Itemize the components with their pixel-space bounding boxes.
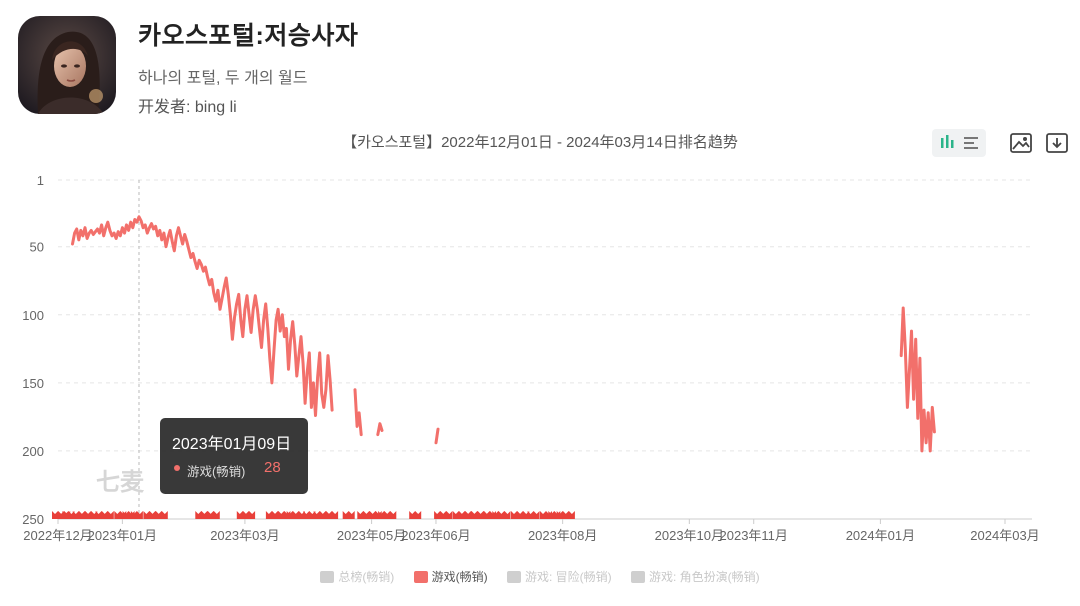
series-line-segment: [71, 215, 334, 417]
y-tick-label: 250: [22, 512, 44, 527]
floor-marker-layer: [52, 511, 575, 519]
floor-marker: [527, 511, 540, 519]
image-icon[interactable]: [1008, 130, 1034, 156]
x-tick-label: 2023年03月: [210, 528, 279, 543]
list-icon[interactable]: [959, 130, 985, 156]
floor-marker: [517, 511, 530, 519]
tooltip-series-name: 游戏(畅销): [187, 465, 246, 479]
legend-item-overall[interactable]: 总榜(畅销): [320, 568, 394, 585]
x-tick-label: 2023年01月: [88, 528, 157, 543]
legend-item-games[interactable]: 游戏(畅销): [413, 568, 488, 585]
legend-label: 游戏: 角色扮演(畅销): [649, 570, 760, 584]
watermark: 七麦: [96, 469, 144, 496]
x-tick-label: 2023年11月: [720, 528, 788, 543]
floor-marker: [440, 511, 453, 519]
floor-marker: [384, 511, 397, 519]
legend-swatch: [413, 571, 428, 583]
floor-marker: [85, 511, 98, 519]
floor-marker: [303, 511, 316, 519]
x-tick-label: 2023年08月: [528, 528, 597, 543]
legend-label: 游戏(畅销): [431, 570, 488, 584]
series-line-segment: [353, 388, 363, 437]
series-line-segment: [899, 306, 936, 453]
legend-swatch: [507, 571, 521, 583]
bar-chart-icon[interactable]: [935, 130, 961, 156]
legend-swatch: [631, 571, 646, 583]
floor-marker: [130, 511, 143, 519]
floor-marker: [101, 511, 114, 519]
floor-marker: [326, 511, 339, 519]
y-tick-label: 100: [22, 308, 44, 323]
app-icon: [18, 16, 116, 114]
tooltip-series-dot: [174, 465, 180, 471]
download-icon[interactable]: [1044, 130, 1070, 156]
y-tick-label: 150: [22, 376, 44, 391]
view-toggle[interactable]: [932, 129, 986, 157]
tooltip-value: 28: [264, 459, 281, 476]
legend-item-adventure[interactable]: 游戏: 冒险(畅销): [507, 568, 612, 585]
x-tick-label: 2023年06月: [401, 528, 470, 543]
series-line-segment: [376, 422, 384, 437]
floor-marker: [62, 511, 75, 519]
floor-marker: [562, 511, 575, 519]
legend-label: 游戏: 冒险(畅销): [525, 570, 612, 584]
chart-area[interactable]: 1 50 100 150 200 250 2022年12月 2023年01月 2023年03月 2…: [0, 160, 1080, 560]
legend: 总榜(畅销) 游戏(畅销) 游戏: 冒险(畅销) 游戏: 角色扮演(畅销): [0, 568, 1080, 585]
legend-label: 总榜(畅销): [338, 570, 395, 584]
floor-marker: [155, 511, 168, 519]
app-title: 카오스포털:저승사자: [138, 22, 359, 50]
app-subtitle: 하나의 포털, 두 개의 월드: [138, 70, 308, 87]
tooltip-date: 2023年01月09日: [172, 436, 292, 453]
x-tick-label: 2022年12月: [23, 528, 92, 543]
chart-title: 【카오스포털】2022年12月01日 - 2024年03月14日排名趋势: [342, 134, 738, 151]
x-tick-label: 2024年03月: [970, 528, 1039, 543]
y-tick-label: 50: [30, 240, 44, 255]
developer-label: 开发者: bing li: [138, 99, 237, 116]
series-layer: [71, 215, 936, 453]
x-tick-label: 2023年10月: [655, 528, 724, 543]
floor-marker: [243, 511, 256, 519]
floor-marker: [498, 511, 511, 519]
y-tick-label: 200: [22, 444, 44, 459]
y-tick-label: 1: [37, 173, 44, 188]
floor-marker: [342, 511, 355, 519]
floor-marker: [409, 511, 422, 519]
x-tick-label: 2023年05月: [337, 528, 406, 543]
floor-marker: [207, 511, 220, 519]
legend-swatch: [320, 571, 335, 583]
series-line-segment: [434, 427, 440, 445]
tooltip: 2023年01月09日 游戏(畅销) 28: [160, 418, 308, 494]
x-tick-label: 2024年01月: [846, 528, 915, 543]
floor-marker: [292, 511, 305, 519]
legend-item-rpg[interactable]: 游戏: 角色扮演(畅销): [631, 568, 760, 585]
